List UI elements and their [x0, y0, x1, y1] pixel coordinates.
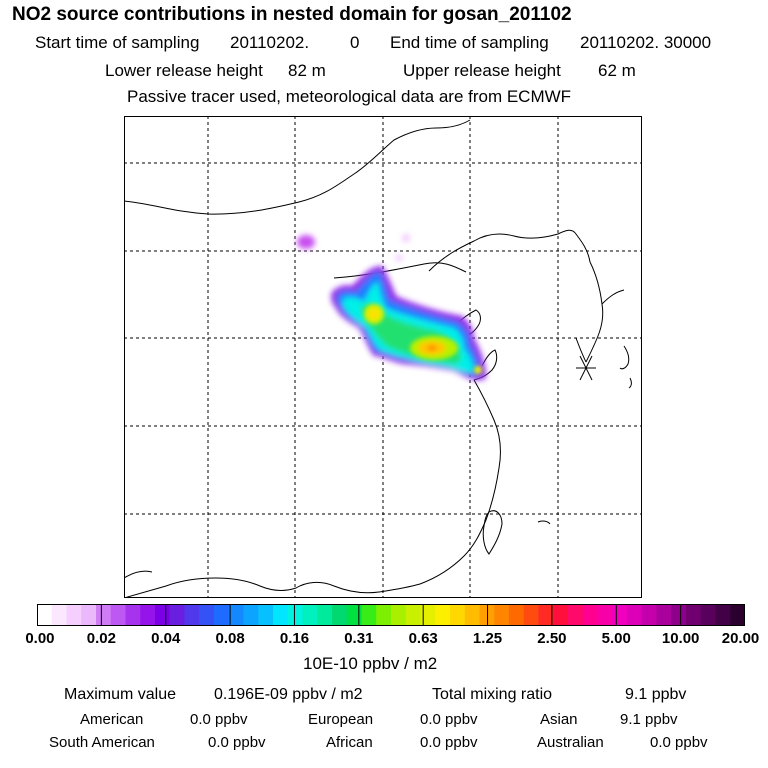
colorbar-cell	[199, 604, 215, 626]
colorbar-cell	[450, 604, 466, 626]
region-name: South American	[49, 734, 155, 751]
colorbar-cell	[228, 604, 244, 626]
colorbar-cell	[361, 604, 377, 626]
colorbar-cell	[715, 604, 731, 626]
colorbar-cell	[405, 604, 421, 626]
region-name: European	[308, 711, 374, 728]
total-mixing-value: 9.1 ppbv	[625, 686, 687, 703]
region-name: Australian	[537, 734, 604, 751]
end-time-value: 20110202. 30000	[580, 33, 712, 52]
colorbar-cell	[317, 604, 333, 626]
colorbar-tick-label: 2.50	[537, 630, 567, 647]
colorbar-cell	[612, 604, 628, 626]
tracer-patch-faint	[402, 234, 410, 242]
colorbar-cell	[66, 604, 82, 626]
upper-release-label: Upper release height	[403, 61, 561, 80]
colorbar-cell	[110, 604, 126, 626]
region-name: African	[326, 734, 373, 751]
receptor-marker-icon	[576, 355, 596, 381]
colorbar-cell	[435, 604, 451, 626]
colorbar-cell	[332, 604, 348, 626]
colorbar-tick-label: 1.25	[472, 630, 503, 647]
colorbar-cell	[700, 604, 716, 626]
colorbar-cell	[243, 604, 259, 626]
tracer-patch-faint-2	[395, 255, 403, 261]
start-time-label: Start time of sampling	[35, 33, 200, 52]
colorbar-tick-label: 0.00	[25, 630, 55, 647]
max-value: 0.196E-09 ppbv / m2	[214, 686, 363, 703]
colorbar-cell	[302, 604, 318, 626]
colorbar-cell	[81, 604, 97, 626]
tracer-hotspot-south-peak	[427, 345, 437, 351]
tracer-map	[124, 116, 642, 598]
colorbar-cell	[346, 604, 362, 626]
colorbar	[37, 604, 745, 626]
colorbar-cell	[125, 604, 141, 626]
colorbar-cell	[287, 604, 303, 626]
colorbar-cell	[494, 604, 510, 626]
colorbar-cell	[184, 604, 200, 626]
total-mixing-label: Total mixing ratio	[432, 686, 553, 703]
data-source-note: Passive tracer used, meteorological data…	[127, 87, 572, 106]
plot-title: NO2 source contributions in nested domai…	[12, 4, 572, 25]
region-value: 0.0 ppbv	[650, 734, 708, 751]
colorbar-tick-label: 0.16	[279, 630, 310, 647]
colorbar-cell	[258, 604, 274, 626]
colorbar-cell	[568, 604, 584, 626]
colorbar-cell	[671, 604, 687, 626]
lower-release-value: 82 m	[288, 61, 326, 80]
colorbar-tick-label: 0.04	[151, 630, 181, 647]
region-value: 0.0 ppbv	[420, 711, 478, 728]
upper-release-value: 62 m	[598, 61, 636, 80]
colorbar-tick-label: 0.63	[408, 630, 438, 647]
tracer-hotspot-north-core	[369, 309, 379, 319]
colorbar-cell	[686, 604, 702, 626]
colorbar-tick-label: 0.31	[344, 630, 374, 647]
colorbar-cell	[553, 604, 569, 626]
region-name: American	[80, 711, 144, 728]
colorbar-cell	[509, 604, 525, 626]
colorbar-tick-label: 10.00	[661, 630, 700, 647]
colorbar-unit: 10E-10 ppbv / m2	[303, 654, 438, 673]
colorbar-cell	[597, 604, 613, 626]
colorbar-cell	[391, 604, 407, 626]
colorbar-cell	[214, 604, 230, 626]
colorbar-cell	[523, 604, 539, 626]
colorbar-cell	[582, 604, 598, 626]
colorbar-tick-label: 20.00	[721, 630, 760, 647]
region-value: 0.0 ppbv	[190, 711, 248, 728]
region-value: 0.0 ppbv	[208, 734, 266, 751]
colorbar-cell	[273, 604, 289, 626]
region-value: 0.0 ppbv	[420, 734, 478, 751]
colorbar-cell	[376, 604, 392, 626]
colorbar-cell	[96, 604, 112, 626]
colorbar-cell	[464, 604, 480, 626]
colorbar-cell	[140, 604, 156, 626]
start-time-date: 20110202.	[230, 33, 310, 52]
colorbar-tick-label: 5.00	[601, 630, 631, 647]
end-time-label: End time of sampling	[390, 33, 549, 52]
colorbar-cell	[420, 604, 436, 626]
colorbar-tick-label: 0.08	[215, 630, 245, 647]
tracer-hotspot-east	[474, 366, 482, 374]
colorbar-cell	[730, 604, 745, 626]
tracer-patch-isolated	[297, 235, 315, 249]
max-value-label: Maximum value	[64, 686, 177, 703]
region-value: 9.1 ppbv	[620, 711, 678, 728]
lower-release-label: Lower release height	[105, 61, 263, 80]
colorbar-cell	[155, 604, 171, 626]
colorbar-cell	[169, 604, 185, 626]
colorbar-tick-label: 0.02	[86, 630, 116, 647]
colorbar-cell	[37, 604, 53, 626]
region-name: Asian	[540, 711, 578, 728]
colorbar-cell	[627, 604, 643, 626]
colorbar-cell	[656, 604, 672, 626]
tracer-hotspots	[364, 304, 482, 374]
colorbar-cell	[641, 604, 657, 626]
colorbar-cell	[538, 604, 554, 626]
start-time-value: 0	[350, 33, 360, 52]
colorbar-cell	[51, 604, 67, 626]
